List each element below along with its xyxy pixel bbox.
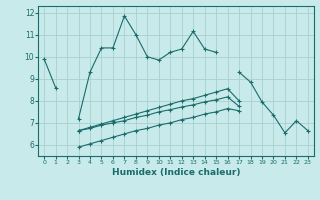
X-axis label: Humidex (Indice chaleur): Humidex (Indice chaleur) <box>112 168 240 177</box>
